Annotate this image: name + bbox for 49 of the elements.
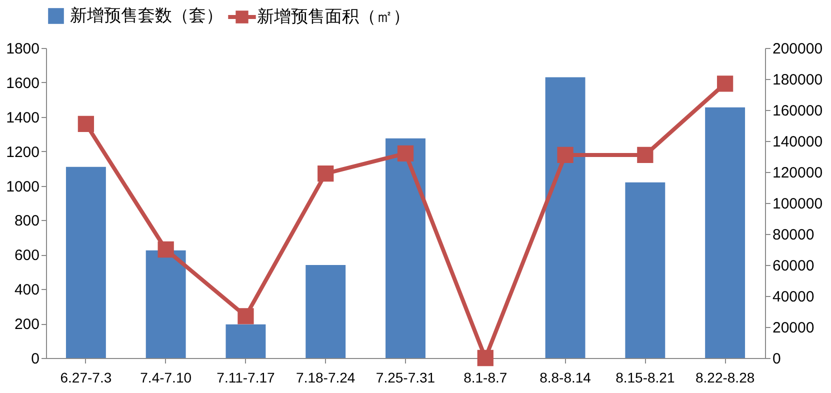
point bbox=[557, 146, 574, 164]
y-tick-label: 1600 bbox=[6, 74, 40, 92]
y-tick-label: 1400 bbox=[6, 109, 40, 126]
bar bbox=[705, 107, 746, 358]
y2-tick-label: 180000 bbox=[772, 72, 823, 88]
bar bbox=[625, 182, 666, 358]
y2-tick-label: 20000 bbox=[772, 320, 814, 336]
y2-tick-label: 160000 bbox=[772, 102, 823, 120]
y-tick-label: 1800 bbox=[6, 40, 40, 58]
y2-tick-label: 40000 bbox=[772, 288, 814, 306]
point bbox=[637, 146, 654, 164]
y-tick-label: 800 bbox=[14, 212, 40, 230]
y2-tick-label: 0 bbox=[772, 350, 781, 368]
x-tick-label: 8.1-8.7 bbox=[464, 370, 508, 386]
y-tick-label: 400 bbox=[14, 282, 40, 299]
x-tick-label: 6.27-7.3 bbox=[60, 370, 112, 386]
y-tick-label: 1200 bbox=[6, 144, 40, 161]
y2-tick-label: 60000 bbox=[772, 258, 814, 274]
legend-label: 新增预售面积（㎡） bbox=[257, 7, 410, 26]
bar bbox=[545, 77, 586, 358]
y2-tick-label: 80000 bbox=[772, 226, 814, 244]
legend-label: 新增预售套数（套） bbox=[70, 6, 223, 25]
y2-tick-label: 140000 bbox=[772, 134, 823, 150]
x-tick-label: 8.8-8.14 bbox=[540, 370, 592, 386]
bar bbox=[386, 138, 426, 358]
x-tick-label: 8.22-8.28 bbox=[695, 370, 755, 386]
y2-tick-label: 100000 bbox=[772, 196, 823, 212]
x-tick-label: 8.15-8.21 bbox=[616, 370, 675, 386]
y2-tick-label: 120000 bbox=[772, 164, 823, 182]
point bbox=[716, 76, 734, 92]
y-tick-label: 200 bbox=[14, 316, 40, 334]
bar bbox=[146, 250, 186, 358]
bar bbox=[306, 265, 346, 358]
bar bbox=[226, 324, 266, 358]
x-tick-label: 7.4-7.10 bbox=[140, 370, 192, 386]
x-tick-label: 7.18-7.24 bbox=[296, 370, 356, 386]
y-tick-label: 1000 bbox=[6, 178, 40, 196]
y-tick-label: 0 bbox=[31, 350, 40, 368]
point bbox=[397, 145, 414, 162]
point bbox=[78, 116, 94, 132]
x-tick-label: 7.11-7.17 bbox=[216, 370, 275, 386]
y2-tick-label: 200000 bbox=[772, 40, 823, 58]
bar bbox=[66, 166, 106, 358]
point bbox=[158, 241, 174, 258]
x-tick-label: 7.25-7.31 bbox=[376, 370, 436, 386]
point bbox=[238, 308, 254, 324]
point bbox=[477, 350, 494, 366]
y-tick-label: 600 bbox=[14, 247, 40, 264]
point bbox=[318, 165, 334, 182]
